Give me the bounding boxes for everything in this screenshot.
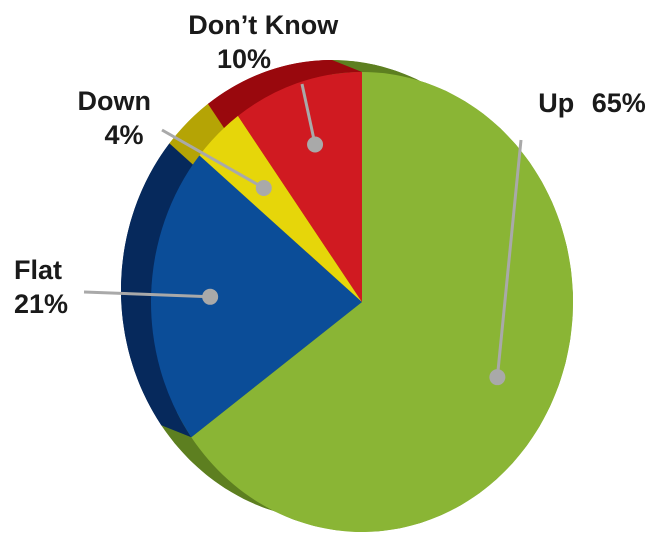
slice-label-flat: Flat 21% xyxy=(14,255,70,319)
pie-labels: Up 65% Flat 21% Down 4% Don’t Know 10% xyxy=(14,10,646,319)
slice-label-down: Down 4% xyxy=(77,86,158,150)
slice-label-up: Up 65% xyxy=(538,88,646,118)
slice-don-t-know xyxy=(237,72,362,302)
slice-label-up-name: Up xyxy=(538,88,574,118)
leader-dot-don-t-know xyxy=(307,136,324,153)
slice-label-dont-know-value: 10% xyxy=(217,44,271,74)
slice-label-flat-value: 21% xyxy=(14,289,68,319)
leader-dot-up xyxy=(489,369,506,386)
pie-leaders xyxy=(83,83,523,386)
slice-label-down-name: Down xyxy=(77,86,151,116)
slice-band-flat xyxy=(121,143,200,438)
leader-line-down xyxy=(161,128,265,190)
leader-line-up xyxy=(495,139,523,378)
leader-dot-down xyxy=(255,179,272,196)
slice-down xyxy=(199,115,362,303)
slice-up xyxy=(191,72,573,532)
slice-label-down-value: 4% xyxy=(104,120,143,150)
leader-line-don-t-know xyxy=(300,83,317,145)
pie-slices xyxy=(151,72,573,532)
slice-label-flat-name: Flat xyxy=(14,255,62,285)
slice-label-up-value: 65% xyxy=(592,88,646,118)
leader-dot-flat xyxy=(202,288,219,305)
slice-label-dont-know-name: Don’t Know xyxy=(188,10,339,40)
leader-line-flat xyxy=(83,290,211,299)
slice-label-dont-know: Don’t Know 10% xyxy=(188,10,345,74)
slice-band-don-t-know xyxy=(207,60,362,116)
slice-flat xyxy=(151,155,362,438)
